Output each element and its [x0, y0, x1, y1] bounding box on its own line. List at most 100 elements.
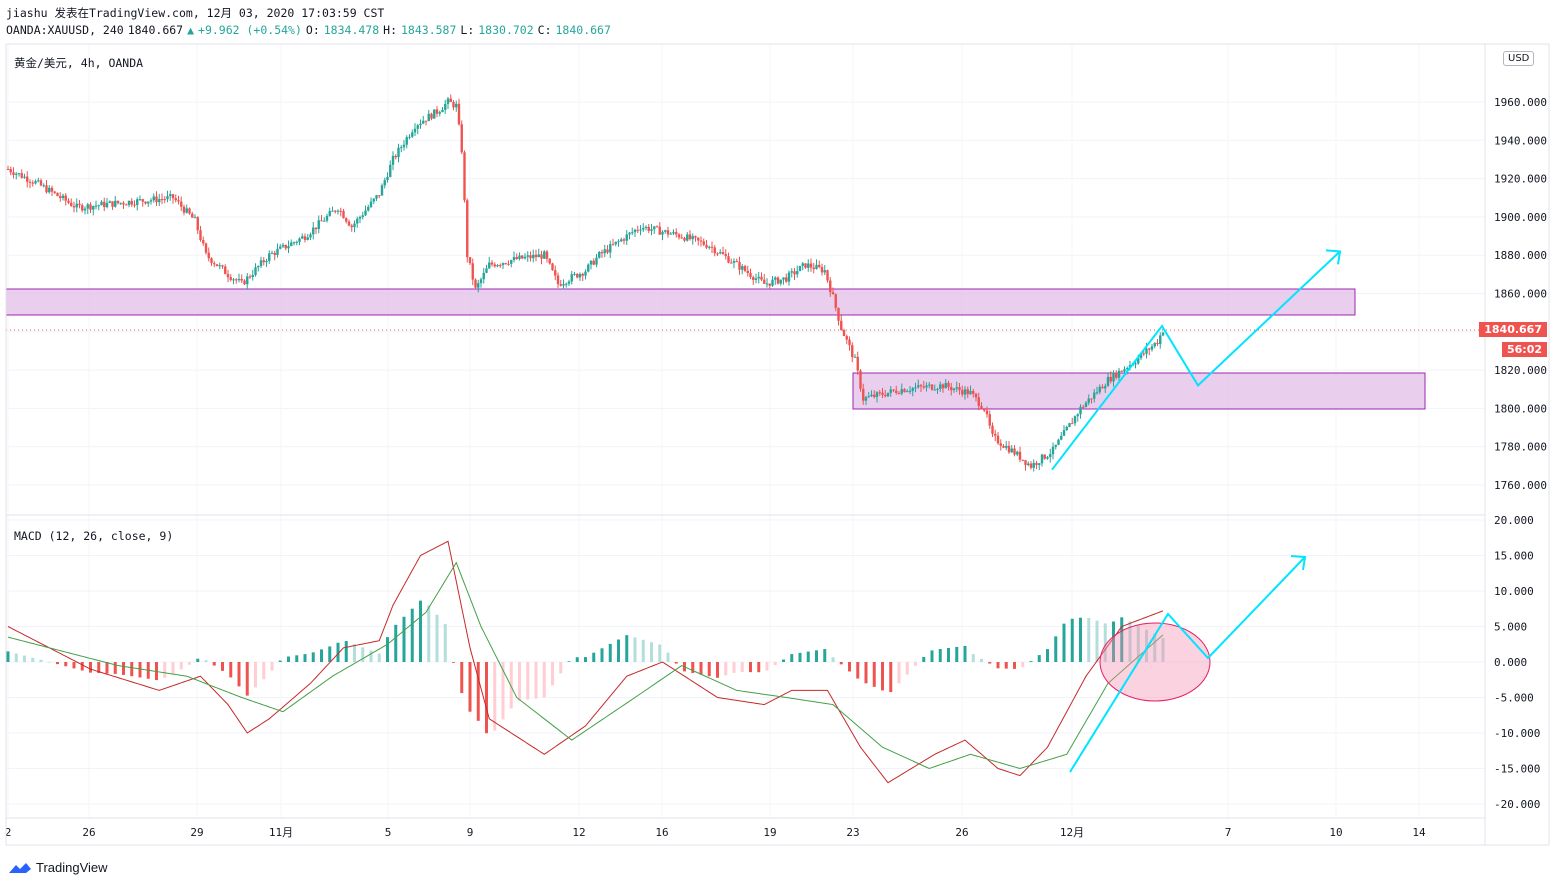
- candle-body: [581, 273, 584, 276]
- candle-body: [17, 173, 21, 175]
- candle-body: [702, 241, 705, 245]
- candle-body: [529, 255, 532, 259]
- histogram-bar: [1103, 623, 1107, 662]
- price-tick-label: 1880.000: [1494, 249, 1547, 262]
- candle-body: [342, 210, 345, 219]
- histogram-bar: [311, 652, 315, 662]
- time-axis[interactable]: 2 26 29 11月 5 9 12 16 19 23 26 12月 7 10 14: [5, 826, 1426, 839]
- histogram-bar: [633, 637, 637, 662]
- candle-body: [961, 390, 964, 395]
- candle-body: [235, 279, 238, 281]
- last-price: 1840.667: [127, 23, 184, 37]
- candle-body: [56, 192, 59, 197]
- candle-body: [78, 203, 81, 206]
- tradingview-logo-icon: [9, 862, 31, 873]
- candle-body: [171, 194, 175, 199]
- candle-body: [658, 226, 661, 235]
- candle-body: [823, 270, 826, 273]
- candle-body: [1106, 376, 1110, 387]
- candle-body: [292, 242, 296, 244]
- candle-body: [433, 109, 436, 119]
- histogram-bar: [468, 662, 472, 712]
- candle-body: [59, 196, 62, 199]
- histogram-bar: [971, 654, 975, 662]
- histogram-bar: [798, 652, 802, 662]
- candle-body: [972, 390, 975, 394]
- currency-badge[interactable]: USD: [1503, 51, 1535, 66]
- candle-body: [661, 231, 664, 235]
- pane-title[interactable]: 黄金/美元, 4h, OANDA: [14, 56, 144, 70]
- price-tick-label: 1940.000: [1494, 134, 1547, 147]
- support-zone[interactable]: [852, 372, 1426, 410]
- candle-body: [413, 128, 417, 133]
- histogram-bar: [262, 662, 266, 680]
- histogram-bar: [823, 649, 827, 662]
- histogram-bar: [493, 662, 497, 731]
- candle-body: [1040, 454, 1044, 464]
- candle-body: [400, 147, 403, 149]
- candle-body: [889, 389, 892, 393]
- candle-body: [97, 205, 100, 207]
- footer-brand[interactable]: TradingView: [8, 860, 108, 875]
- histogram-bar: [344, 641, 348, 662]
- candle-body: [474, 279, 477, 288]
- histogram-bar: [237, 662, 241, 687]
- candle-body: [523, 256, 527, 259]
- candle-body: [554, 270, 557, 276]
- candle-body: [853, 356, 857, 358]
- candle-body: [760, 276, 763, 280]
- macd-projection-arrow[interactable]: [1069, 555, 1307, 773]
- candle-body: [548, 258, 551, 264]
- histogram-bar: [881, 662, 884, 691]
- candle-body: [380, 185, 384, 196]
- candle-body: [323, 220, 326, 222]
- price-tick-label: 1800.000: [1494, 402, 1547, 415]
- histogram-bar: [204, 660, 208, 662]
- candle-body: [950, 387, 953, 391]
- candle-body: [160, 199, 164, 201]
- histogram-bar: [509, 662, 513, 709]
- histogram-bar: [287, 656, 290, 662]
- histogram-bar: [930, 650, 934, 662]
- candle-body: [435, 109, 439, 114]
- time-tick-label: 9: [467, 826, 474, 839]
- candle-body: [903, 389, 906, 392]
- histogram-bar: [674, 662, 678, 664]
- candle-body: [724, 254, 727, 257]
- candle-body: [6, 169, 10, 171]
- candle-body: [1060, 435, 1063, 440]
- candle-body: [768, 283, 771, 286]
- candle-body: [31, 182, 34, 184]
- symbol[interactable]: OANDA:XAUUSD, 240: [6, 23, 124, 37]
- candle-body: [633, 229, 637, 233]
- candle-body: [438, 112, 441, 114]
- time-tick-label: 19: [763, 826, 776, 839]
- histogram-bar: [39, 659, 43, 662]
- price-projection-arrow[interactable]: [1051, 249, 1342, 471]
- candle-body: [600, 251, 604, 254]
- price-axis[interactable]: 1960.000 1940.000 1920.000 1900.000 1880.000…: [1494, 96, 1547, 492]
- macd-axis[interactable]: 20.000 15.000 10.000 5.000 0.000 -5.000 -10.00…: [1494, 514, 1540, 811]
- candle-body: [922, 386, 925, 388]
- histogram-bar: [790, 654, 794, 662]
- candle-body: [991, 425, 994, 434]
- macd-tick-label: 0.000: [1494, 656, 1527, 669]
- candle-body: [105, 202, 109, 208]
- histogram-bar: [955, 646, 959, 662]
- histogram-bar: [938, 649, 942, 662]
- candle-body: [944, 382, 947, 389]
- candle-body: [499, 265, 502, 267]
- candle-body: [697, 237, 700, 241]
- resistance-zone[interactable]: [5, 288, 1356, 316]
- candle-body: [807, 263, 810, 268]
- candle-body: [193, 217, 197, 219]
- macd-highlight-ellipse[interactable]: [1099, 622, 1211, 702]
- candle-body: [466, 200, 469, 258]
- time-tick-label: 12: [572, 826, 585, 839]
- macd-title[interactable]: MACD (12, 26, close, 9): [14, 529, 174, 543]
- histogram-bar: [320, 649, 323, 662]
- histogram-bar: [889, 662, 893, 693]
- candle-body: [875, 392, 879, 397]
- candle-body: [914, 387, 917, 389]
